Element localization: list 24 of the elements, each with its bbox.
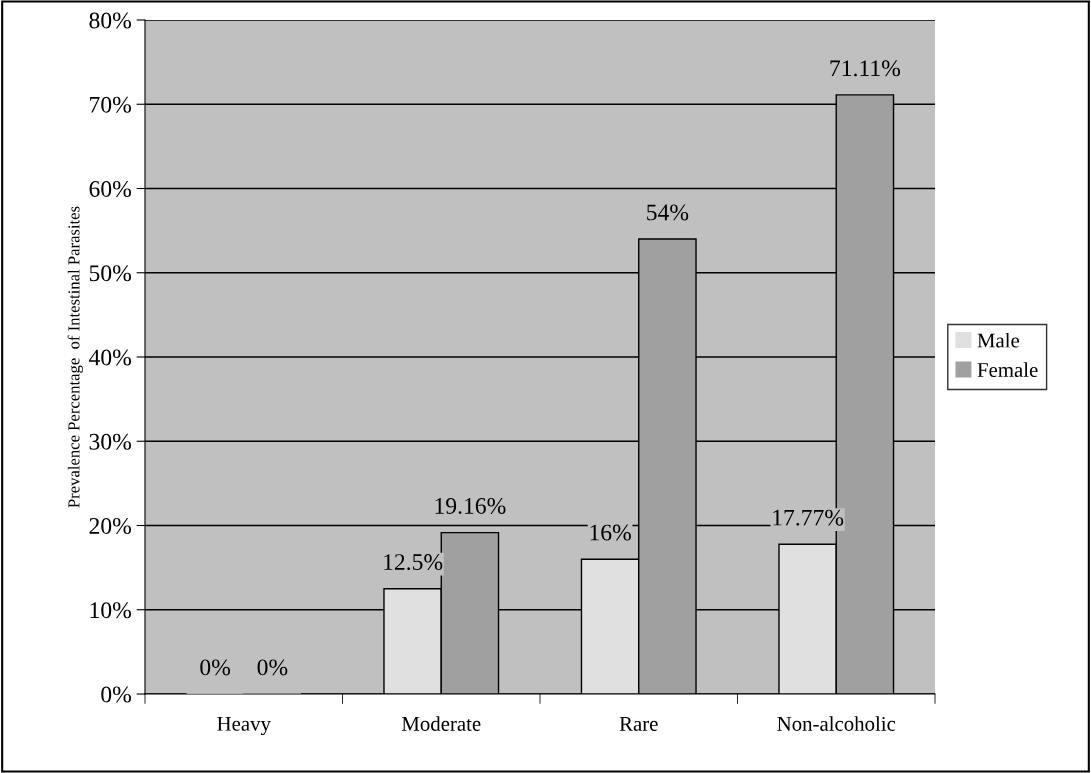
legend-label: Male — [977, 332, 1020, 348]
legend-label: Female — [977, 362, 1038, 377]
y-axis-title: Prevalence Percentage of Intestinal Parasites — [67, 206, 83, 508]
x-tick-label: Rare — [619, 717, 658, 731]
x-tick-label: Non-alcoholic — [777, 716, 896, 731]
y-tick-label: 0% — [101, 686, 131, 703]
y-tick-label: 70% — [90, 96, 131, 113]
y-tick-label: 80% — [89, 12, 131, 29]
data-label: 0% — [200, 659, 231, 676]
x-tick-label: Heavy — [217, 716, 271, 736]
data-label: 71.11% — [830, 60, 901, 77]
y-tick-label: 20% — [89, 517, 131, 534]
data-label: 0% — [257, 659, 288, 676]
data-label: 19.16% — [435, 497, 506, 514]
y-tick-label: 60% — [89, 180, 131, 197]
x-tick-label: Moderate — [401, 716, 481, 731]
y-tick-label: 50% — [89, 265, 131, 282]
data-label: 17.77% — [773, 509, 844, 526]
data-label: 16% — [590, 524, 631, 541]
data-label: 12.5% — [384, 554, 443, 571]
y-tick-label: 10% — [90, 602, 131, 619]
y-tick-label: 30% — [89, 433, 131, 450]
data-label: 54% — [647, 204, 689, 221]
y-tick-label: 40% — [88, 349, 131, 366]
